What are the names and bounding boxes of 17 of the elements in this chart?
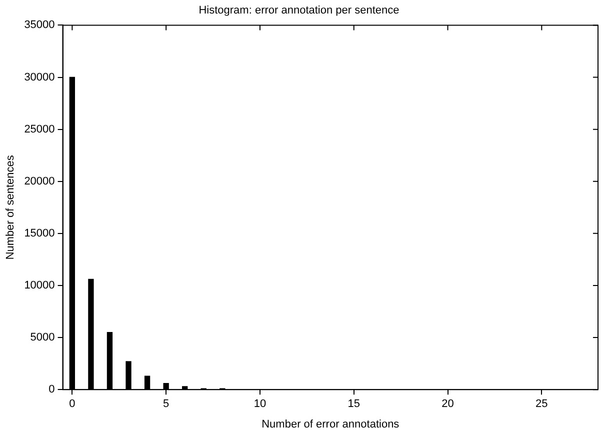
x-tick-label: 5: [163, 398, 170, 410]
y-tick-label: 5000: [30, 332, 55, 344]
y-tick-label: 20000: [24, 175, 55, 188]
x-tick-label: 20: [442, 398, 454, 410]
y-tick-label: 30000: [24, 71, 55, 84]
x-axis-title: Number of error annotations: [262, 418, 400, 430]
x-tick-label: 15: [348, 398, 360, 410]
x-tick-label: 0: [69, 398, 76, 410]
y-tick-label: 25000: [24, 123, 55, 136]
y-tick-label: 15000: [24, 227, 55, 240]
y-tick-label: 10000: [24, 280, 55, 292]
chart-title: Histogram: error annotation per sentence: [198, 4, 400, 17]
y-tick-label: 0: [48, 384, 55, 396]
y-tick-label: 35000: [24, 19, 55, 32]
y-axis-title: Number of sentences: [4, 154, 17, 260]
x-tick-label: 10: [254, 398, 266, 410]
x-tick-label: 25: [536, 398, 548, 410]
